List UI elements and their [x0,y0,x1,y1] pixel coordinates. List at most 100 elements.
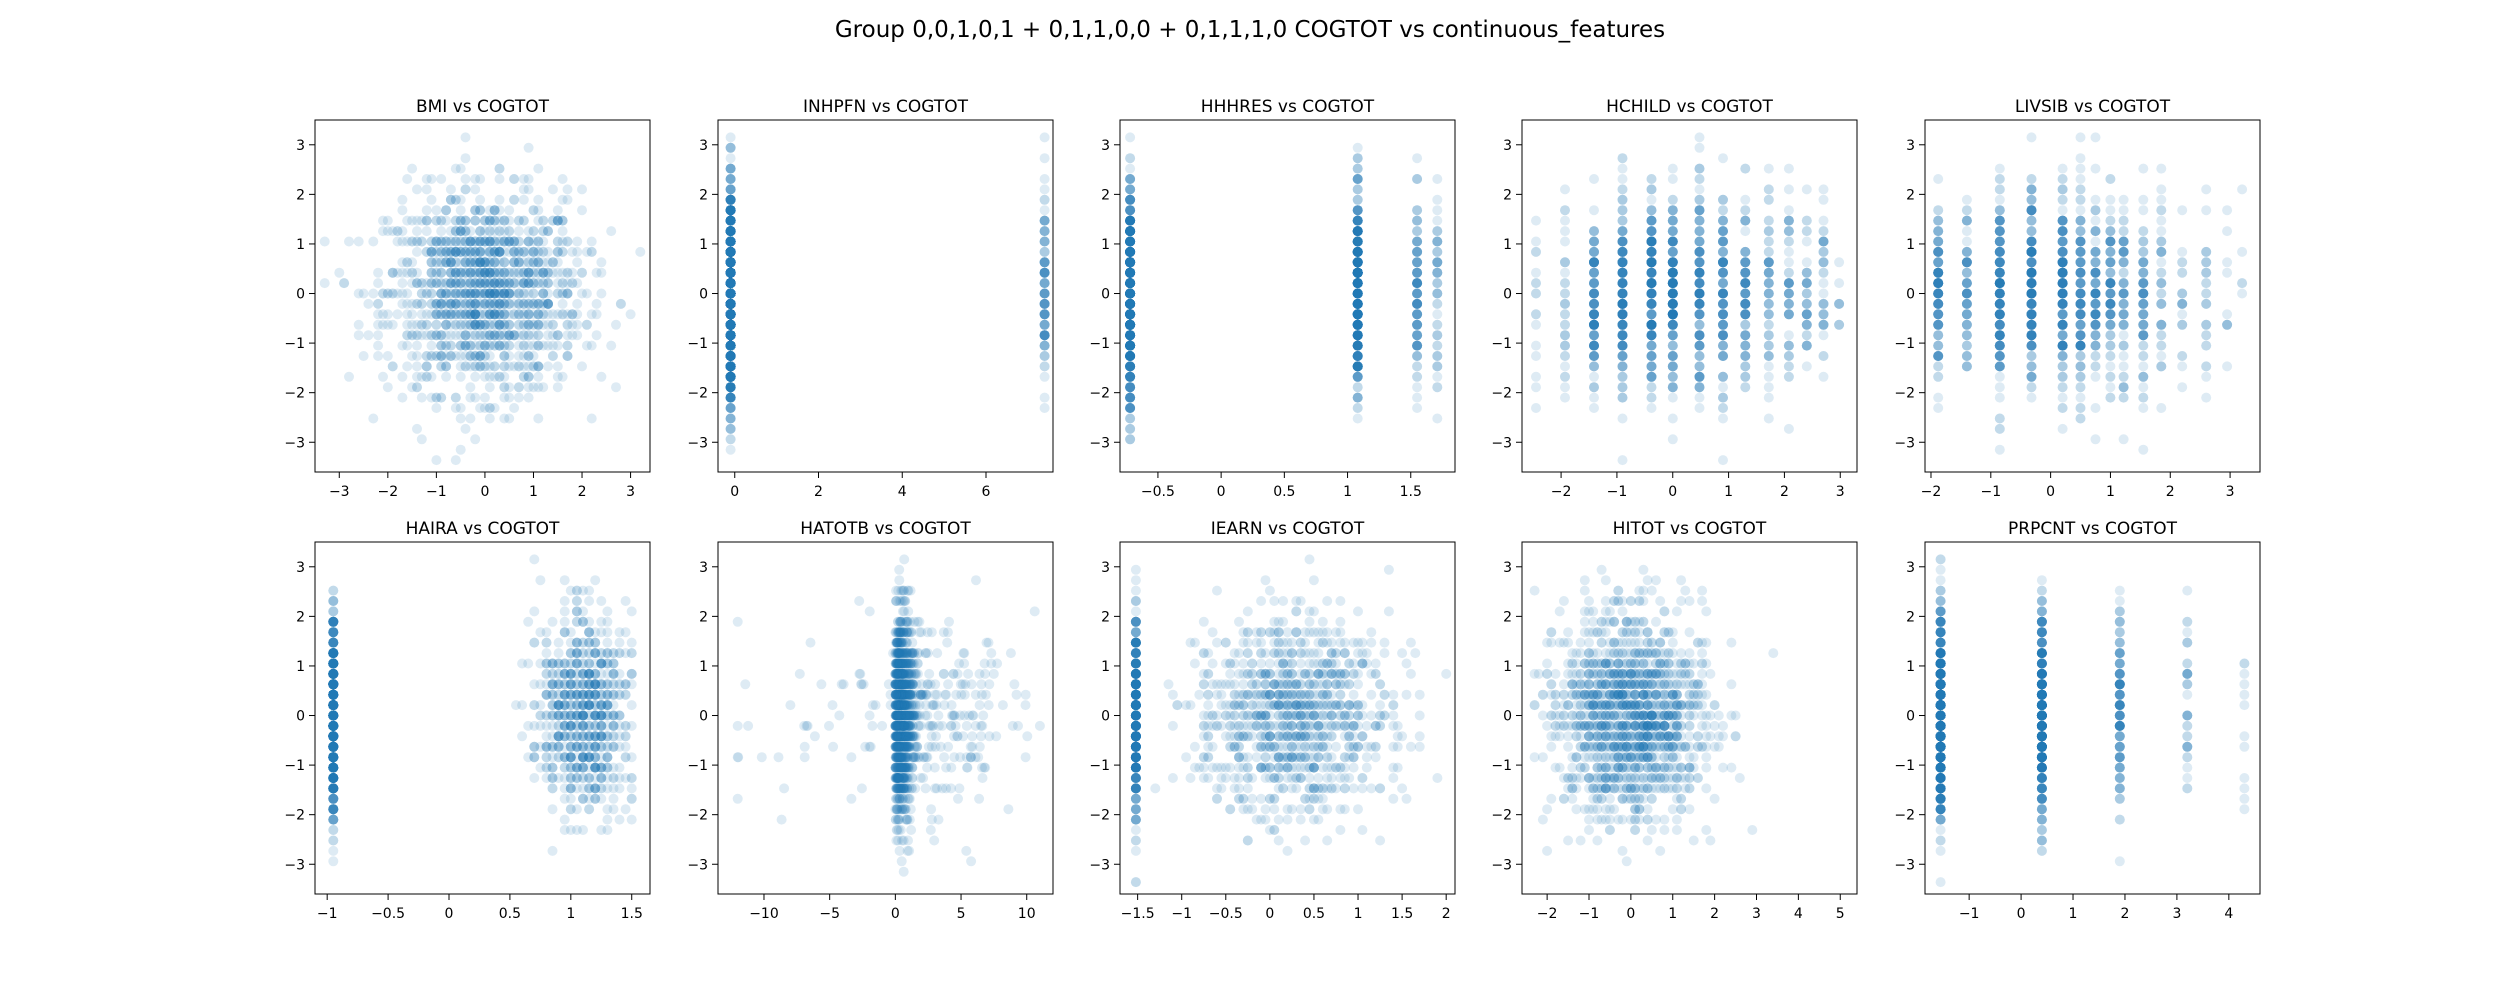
x-tick-label: 2 [814,484,823,500]
data-point [489,278,500,289]
data-point [1834,278,1845,289]
data-point [543,361,553,372]
data-point [450,236,461,247]
data-point [547,351,558,361]
data-point [1352,246,1363,257]
data-point [431,215,442,226]
data-point [484,413,495,424]
data-point [353,236,364,247]
data-point [533,298,544,309]
data-point [489,309,500,320]
data-point [479,257,490,268]
data-point [1834,257,1845,268]
data-point [509,246,520,257]
data-point [455,257,466,268]
data-point [533,413,544,424]
data-point [363,298,374,309]
data-point [557,215,568,226]
data-point [363,330,374,341]
data-point [484,246,495,257]
data-point [523,298,534,309]
data-point [1432,298,1443,309]
data-point [499,382,510,393]
data-point [378,288,388,299]
data-point [509,257,520,268]
data-point [557,309,568,320]
data-point [465,309,476,320]
data-point [426,330,437,341]
data-point [504,215,515,226]
data-point [1432,413,1443,424]
data-point [1039,205,1050,216]
data-point [436,392,447,403]
data-point [1352,267,1363,278]
data-point [494,246,505,257]
data-point [1352,236,1363,247]
data-point [412,382,422,393]
data-point [412,278,422,289]
data-point [552,205,563,216]
data-point [436,236,447,247]
data-point [378,319,388,330]
data-point [513,382,524,393]
data-point [513,246,524,257]
data-point [577,361,587,372]
data-point [455,309,466,320]
x-tick-label: 0 [1217,484,1226,500]
data-point [402,330,413,341]
data-point [455,215,466,226]
data-point [416,236,427,247]
data-point [450,278,461,289]
data-point [725,382,736,393]
data-point [470,298,481,309]
data-point [339,278,350,289]
data-point [353,330,364,341]
data-point [479,226,490,237]
data-point [523,319,534,330]
data-point [436,215,447,226]
data-point [567,319,578,330]
data-point [436,288,447,299]
data-point [504,288,515,299]
data-point [1039,257,1050,268]
data-point [1352,226,1363,237]
data-point [557,278,568,289]
data-point [725,371,736,382]
data-point [489,340,500,351]
data-point [479,288,490,299]
data-point [416,434,427,445]
y-tick-label: 2 [1101,187,1110,203]
data-point [725,142,736,153]
data-point [431,330,442,341]
data-point [460,309,471,320]
data-point [479,236,490,247]
data-point [577,184,587,195]
data-point [513,351,524,361]
data-point [475,246,486,257]
data-point [509,403,520,413]
data-point [1125,132,1136,143]
data-point [552,215,563,226]
data-point [494,330,505,341]
data-point [567,246,578,257]
data-point [436,330,447,341]
data-point [392,226,403,237]
data-point [1617,392,1628,403]
data-point [509,257,520,268]
data-point [470,309,481,320]
data-point [509,174,520,184]
data-point [513,309,524,320]
data-point [518,246,529,257]
data-point [484,267,495,278]
data-point [547,340,558,351]
data-point [1432,215,1443,226]
data-point [475,278,486,289]
data-point [725,194,736,205]
data-point [494,319,505,330]
data-point [460,309,471,320]
data-point [436,246,447,257]
data-point [1412,153,1423,164]
data-point [562,194,573,205]
data-point [725,351,736,361]
